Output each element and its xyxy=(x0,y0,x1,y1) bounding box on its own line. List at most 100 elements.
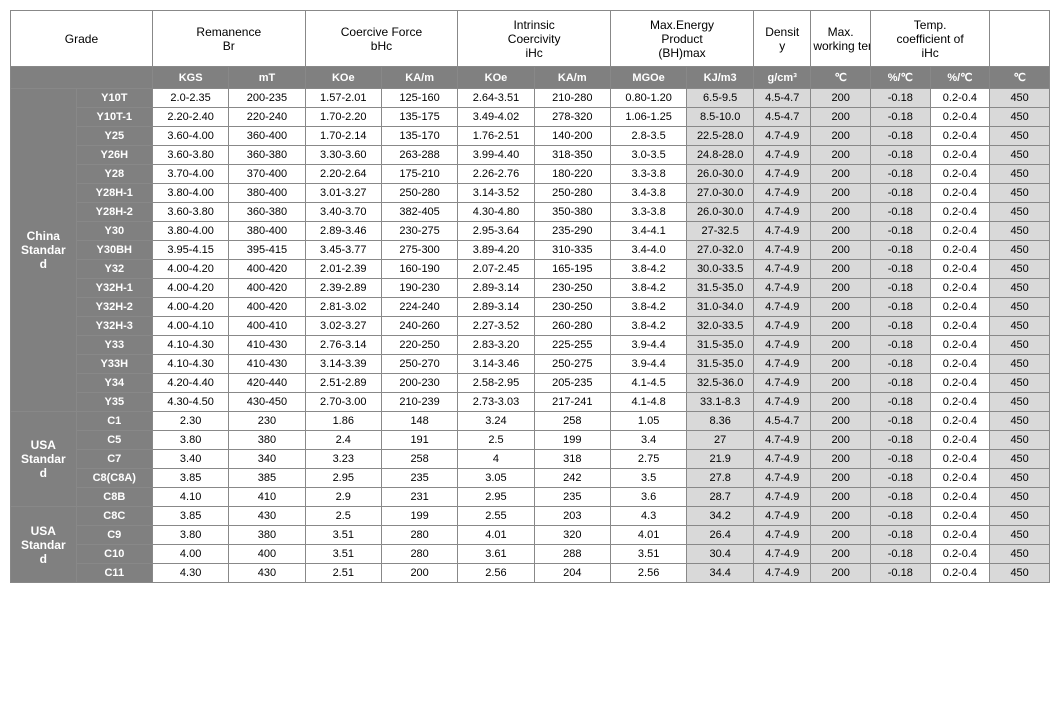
data-cell: 200 xyxy=(811,412,871,431)
data-cell: -0.18 xyxy=(870,317,930,336)
data-cell: 4.7-4.9 xyxy=(754,355,811,374)
data-cell: 0.2-0.4 xyxy=(930,355,990,374)
data-cell: 235-290 xyxy=(534,222,610,241)
data-cell: 4.7-4.9 xyxy=(754,564,811,583)
data-cell: 4.00-4.10 xyxy=(152,317,228,336)
data-cell: 250-280 xyxy=(381,184,457,203)
data-cell: 2.89-3.14 xyxy=(458,298,534,317)
data-cell: 0.2-0.4 xyxy=(930,431,990,450)
data-cell: 3.60-3.80 xyxy=(152,203,228,222)
data-cell: 200 xyxy=(811,507,871,526)
data-cell: 230-250 xyxy=(534,298,610,317)
data-cell: 410-430 xyxy=(229,336,305,355)
grade-cell: Y28H-2 xyxy=(76,203,152,222)
data-cell: 4.7-4.9 xyxy=(754,146,811,165)
data-cell: 410-430 xyxy=(229,355,305,374)
data-cell: 200 xyxy=(811,260,871,279)
data-cell: 288 xyxy=(534,545,610,564)
hdr-blank xyxy=(990,11,1050,67)
table-row: Y354.30-4.50430-4502.70-3.00210-2392.73-… xyxy=(11,393,1050,412)
data-cell: 450 xyxy=(990,564,1050,583)
data-cell: 382-405 xyxy=(381,203,457,222)
data-cell: 4.1-4.5 xyxy=(610,374,686,393)
data-cell: 380 xyxy=(229,526,305,545)
data-cell: 33.1-8.3 xyxy=(687,393,754,412)
data-cell: 3.8-4.2 xyxy=(610,298,686,317)
hdr-density: Density xyxy=(754,11,811,67)
hdr-maxenergy: Max.EnergyProduct(BH)max xyxy=(610,11,753,67)
data-cell: 200 xyxy=(811,108,871,127)
data-cell: 2.73-3.03 xyxy=(458,393,534,412)
data-cell: 4.7-4.9 xyxy=(754,298,811,317)
data-cell: 4.10 xyxy=(152,488,228,507)
data-cell: 2.95 xyxy=(458,488,534,507)
data-cell: 1.70-2.20 xyxy=(305,108,381,127)
data-cell: 2.95 xyxy=(305,469,381,488)
data-cell: 8.36 xyxy=(687,412,754,431)
data-cell: 4.7-4.9 xyxy=(754,545,811,564)
data-cell: 224-240 xyxy=(381,298,457,317)
data-cell: 4.7-4.9 xyxy=(754,431,811,450)
data-cell: 3.14-3.52 xyxy=(458,184,534,203)
table-row: ChinaStandardY10T2.0-2.35200-2351.57-2.0… xyxy=(11,89,1050,108)
data-cell: 31.5-35.0 xyxy=(687,279,754,298)
data-cell: 0.2-0.4 xyxy=(930,298,990,317)
data-cell: 3.80-4.00 xyxy=(152,222,228,241)
data-cell: 31.5-35.0 xyxy=(687,355,754,374)
data-cell: 450 xyxy=(990,374,1050,393)
data-cell: 360-380 xyxy=(229,203,305,222)
hdr-remanence: RemanenceBr xyxy=(152,11,305,67)
grade-cell: Y32H-2 xyxy=(76,298,152,317)
data-cell: 400-420 xyxy=(229,279,305,298)
data-cell: 0.2-0.4 xyxy=(930,317,990,336)
data-cell: 0.2-0.4 xyxy=(930,393,990,412)
data-cell: 230-275 xyxy=(381,222,457,241)
data-cell: 204 xyxy=(534,564,610,583)
data-cell: 400-420 xyxy=(229,260,305,279)
table-row: Y32H-34.00-4.10400-4103.02-3.27240-2602.… xyxy=(11,317,1050,336)
data-cell: 450 xyxy=(990,412,1050,431)
data-cell: 2.70-3.00 xyxy=(305,393,381,412)
data-cell: 200-235 xyxy=(229,89,305,108)
data-cell: 3.23 xyxy=(305,450,381,469)
grade-cell: Y33 xyxy=(76,336,152,355)
data-cell: 3.51 xyxy=(610,545,686,564)
data-cell: 4.00 xyxy=(152,545,228,564)
grade-cell: C11 xyxy=(76,564,152,583)
data-cell: 340 xyxy=(229,450,305,469)
data-cell: -0.18 xyxy=(870,393,930,412)
grade-cell: C10 xyxy=(76,545,152,564)
data-cell: 395-415 xyxy=(229,241,305,260)
data-cell: 140-200 xyxy=(534,127,610,146)
data-cell: 3.40 xyxy=(152,450,228,469)
data-cell: 200 xyxy=(811,545,871,564)
data-cell: 4.1-4.8 xyxy=(610,393,686,412)
grade-cell: C1 xyxy=(76,412,152,431)
data-cell: 135-175 xyxy=(381,108,457,127)
data-cell: 450 xyxy=(990,260,1050,279)
data-cell: 3.6 xyxy=(610,488,686,507)
data-cell: 3.4-3.8 xyxy=(610,184,686,203)
grade-cell: Y32H-1 xyxy=(76,279,152,298)
data-cell: -0.18 xyxy=(870,412,930,431)
hdr-tempcoef: Temp.coefficient ofiHc xyxy=(870,11,989,67)
data-cell: 24.8-28.0 xyxy=(687,146,754,165)
data-cell: 0.2-0.4 xyxy=(930,108,990,127)
data-cell: 4.7-4.9 xyxy=(754,165,811,184)
data-cell: 3.45-3.77 xyxy=(305,241,381,260)
data-cell: 0.2-0.4 xyxy=(930,184,990,203)
data-cell: 450 xyxy=(990,165,1050,184)
data-cell: 3.05 xyxy=(458,469,534,488)
data-cell: 350-380 xyxy=(534,203,610,222)
data-cell: 3.51 xyxy=(305,545,381,564)
data-cell: -0.18 xyxy=(870,260,930,279)
data-cell: 2.75 xyxy=(610,450,686,469)
data-cell: 3.85 xyxy=(152,507,228,526)
data-cell: 4.7-4.9 xyxy=(754,222,811,241)
data-cell: 2.89-3.14 xyxy=(458,279,534,298)
data-cell: 0.2-0.4 xyxy=(930,526,990,545)
data-cell: 380-400 xyxy=(229,184,305,203)
data-cell: 278-320 xyxy=(534,108,610,127)
data-cell: -0.18 xyxy=(870,279,930,298)
data-cell: 200 xyxy=(811,374,871,393)
